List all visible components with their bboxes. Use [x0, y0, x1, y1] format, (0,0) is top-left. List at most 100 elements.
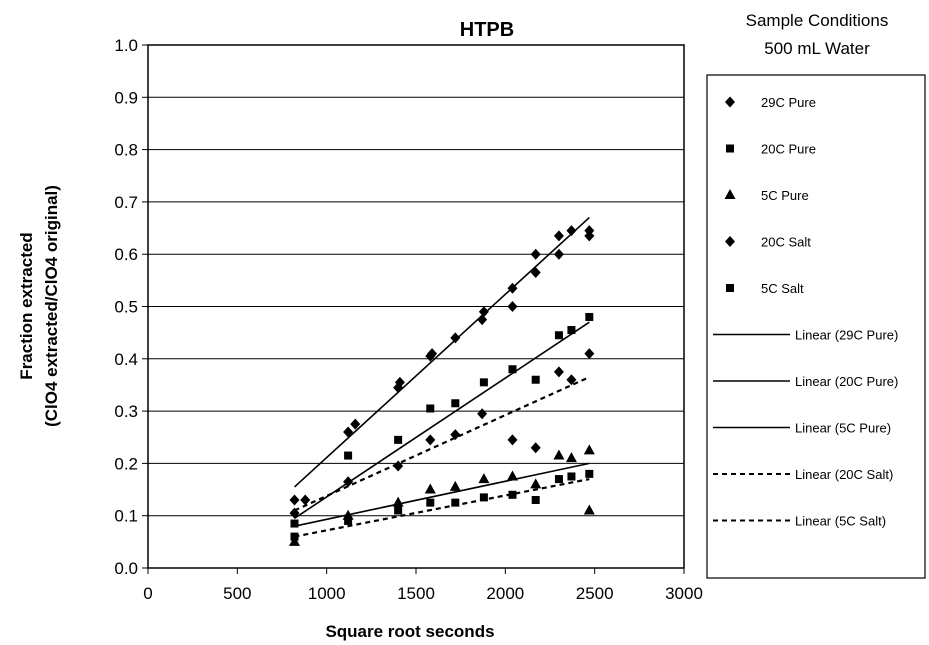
- data-point: [566, 225, 577, 237]
- x-tick-label: 500: [223, 584, 251, 603]
- data-point: [343, 476, 354, 488]
- data-point: [585, 312, 594, 321]
- trendline: [293, 216, 590, 488]
- data-point: [478, 473, 490, 484]
- y-tick-label: 0.4: [114, 350, 138, 369]
- y-tick-label: 0.9: [114, 88, 138, 107]
- data-point: [584, 225, 595, 237]
- data-point: [350, 418, 361, 430]
- data-point: [426, 498, 435, 507]
- y-tick-label: 0.6: [114, 245, 138, 264]
- trendlines: [293, 216, 590, 538]
- y-tick-label: 0.1: [114, 507, 138, 526]
- trendline: [294, 462, 590, 527]
- data-point: [344, 451, 353, 460]
- data-point: [553, 366, 564, 378]
- data-markers: [289, 225, 595, 546]
- data-point: [554, 331, 563, 340]
- data-point: [479, 378, 488, 387]
- data-point: [451, 399, 460, 408]
- y-tick-label: 0.3: [114, 402, 138, 421]
- legend-label: Linear (20C Pure): [795, 374, 898, 389]
- data-point: [290, 519, 299, 528]
- data-point: [583, 444, 595, 455]
- x-tick-label: 3000: [665, 584, 703, 603]
- data-point: [426, 404, 435, 413]
- data-point: [508, 365, 517, 374]
- data-point: [343, 426, 354, 438]
- x-tick-label: 2500: [576, 584, 614, 603]
- x-tick-label: 1500: [397, 584, 435, 603]
- legend-marker: [726, 144, 734, 153]
- data-point: [507, 434, 518, 446]
- data-point: [530, 267, 541, 279]
- legend-label: Linear (29C Pure): [795, 328, 898, 343]
- y-tick-label: 0.0: [114, 559, 138, 578]
- legend-label: 20C Salt: [761, 235, 811, 250]
- y-tick-label: 0.2: [114, 454, 138, 473]
- legend-label: 20C Pure: [761, 142, 816, 157]
- data-point: [553, 248, 564, 260]
- data-point: [507, 282, 518, 294]
- data-point: [530, 248, 541, 260]
- data-point: [584, 348, 595, 360]
- data-point: [567, 472, 576, 481]
- data-point: [585, 469, 594, 478]
- data-point: [425, 434, 436, 446]
- data-point: [392, 496, 404, 507]
- data-point: [290, 532, 299, 541]
- data-point: [506, 470, 518, 481]
- legend-marker: [726, 284, 734, 292]
- data-point: [553, 230, 564, 242]
- data-point: [478, 306, 489, 318]
- x-axis-title: Square root seconds: [325, 622, 494, 641]
- legend-frame: [706, 74, 926, 579]
- data-point: [567, 326, 576, 335]
- x-axis-ticks: 0 500 1000 1500 2000 2500 3000: [143, 568, 703, 603]
- legend-label: 5C Pure: [761, 188, 809, 203]
- legend-label: 5C Salt: [761, 281, 804, 296]
- legend-label: Linear (20C Salt): [795, 467, 893, 482]
- data-point: [566, 374, 577, 386]
- y-tick-label: 1.0: [114, 36, 138, 55]
- y-tick-label: 0.5: [114, 298, 138, 317]
- y-tick-label: 0.7: [114, 193, 138, 212]
- data-point: [424, 483, 436, 494]
- data-point: [427, 348, 438, 360]
- data-point: [394, 376, 405, 388]
- legend-label: Linear (5C Pure): [795, 421, 891, 436]
- data-point: [531, 496, 540, 505]
- data-point: [553, 449, 565, 460]
- data-point: [450, 429, 461, 441]
- data-point: [344, 516, 353, 525]
- data-point: [530, 442, 541, 454]
- data-point: [300, 494, 311, 506]
- data-point: [451, 498, 460, 507]
- y-tick-label: 0.8: [114, 141, 138, 160]
- sample-conditions-line2: 500 mL Water: [764, 39, 870, 58]
- data-point: [289, 535, 301, 546]
- data-point: [289, 494, 300, 506]
- legend: 29C Pure 20C Pure 5C Pure 20C Salt 5C Salt Li…: [706, 74, 926, 579]
- data-point: [508, 490, 517, 499]
- data-point: [289, 507, 300, 519]
- plot-area: [147, 44, 685, 569]
- sample-conditions-line1: Sample Conditions: [746, 11, 889, 30]
- data-point: [393, 460, 404, 472]
- legend-marker: [724, 189, 736, 199]
- x-tick-label: 2000: [486, 584, 524, 603]
- data-point: [449, 480, 461, 491]
- data-point: [479, 493, 488, 502]
- x-tick-label: 0: [143, 584, 152, 603]
- data-point: [394, 506, 403, 515]
- data-point: [531, 375, 540, 384]
- x-tick-label: 1000: [308, 584, 346, 603]
- data-point: [565, 452, 577, 463]
- data-point: [450, 332, 461, 344]
- data-point: [554, 475, 563, 484]
- data-point: [530, 478, 542, 489]
- data-point: [507, 301, 518, 312]
- data-point: [477, 314, 488, 326]
- trendline: [294, 321, 590, 519]
